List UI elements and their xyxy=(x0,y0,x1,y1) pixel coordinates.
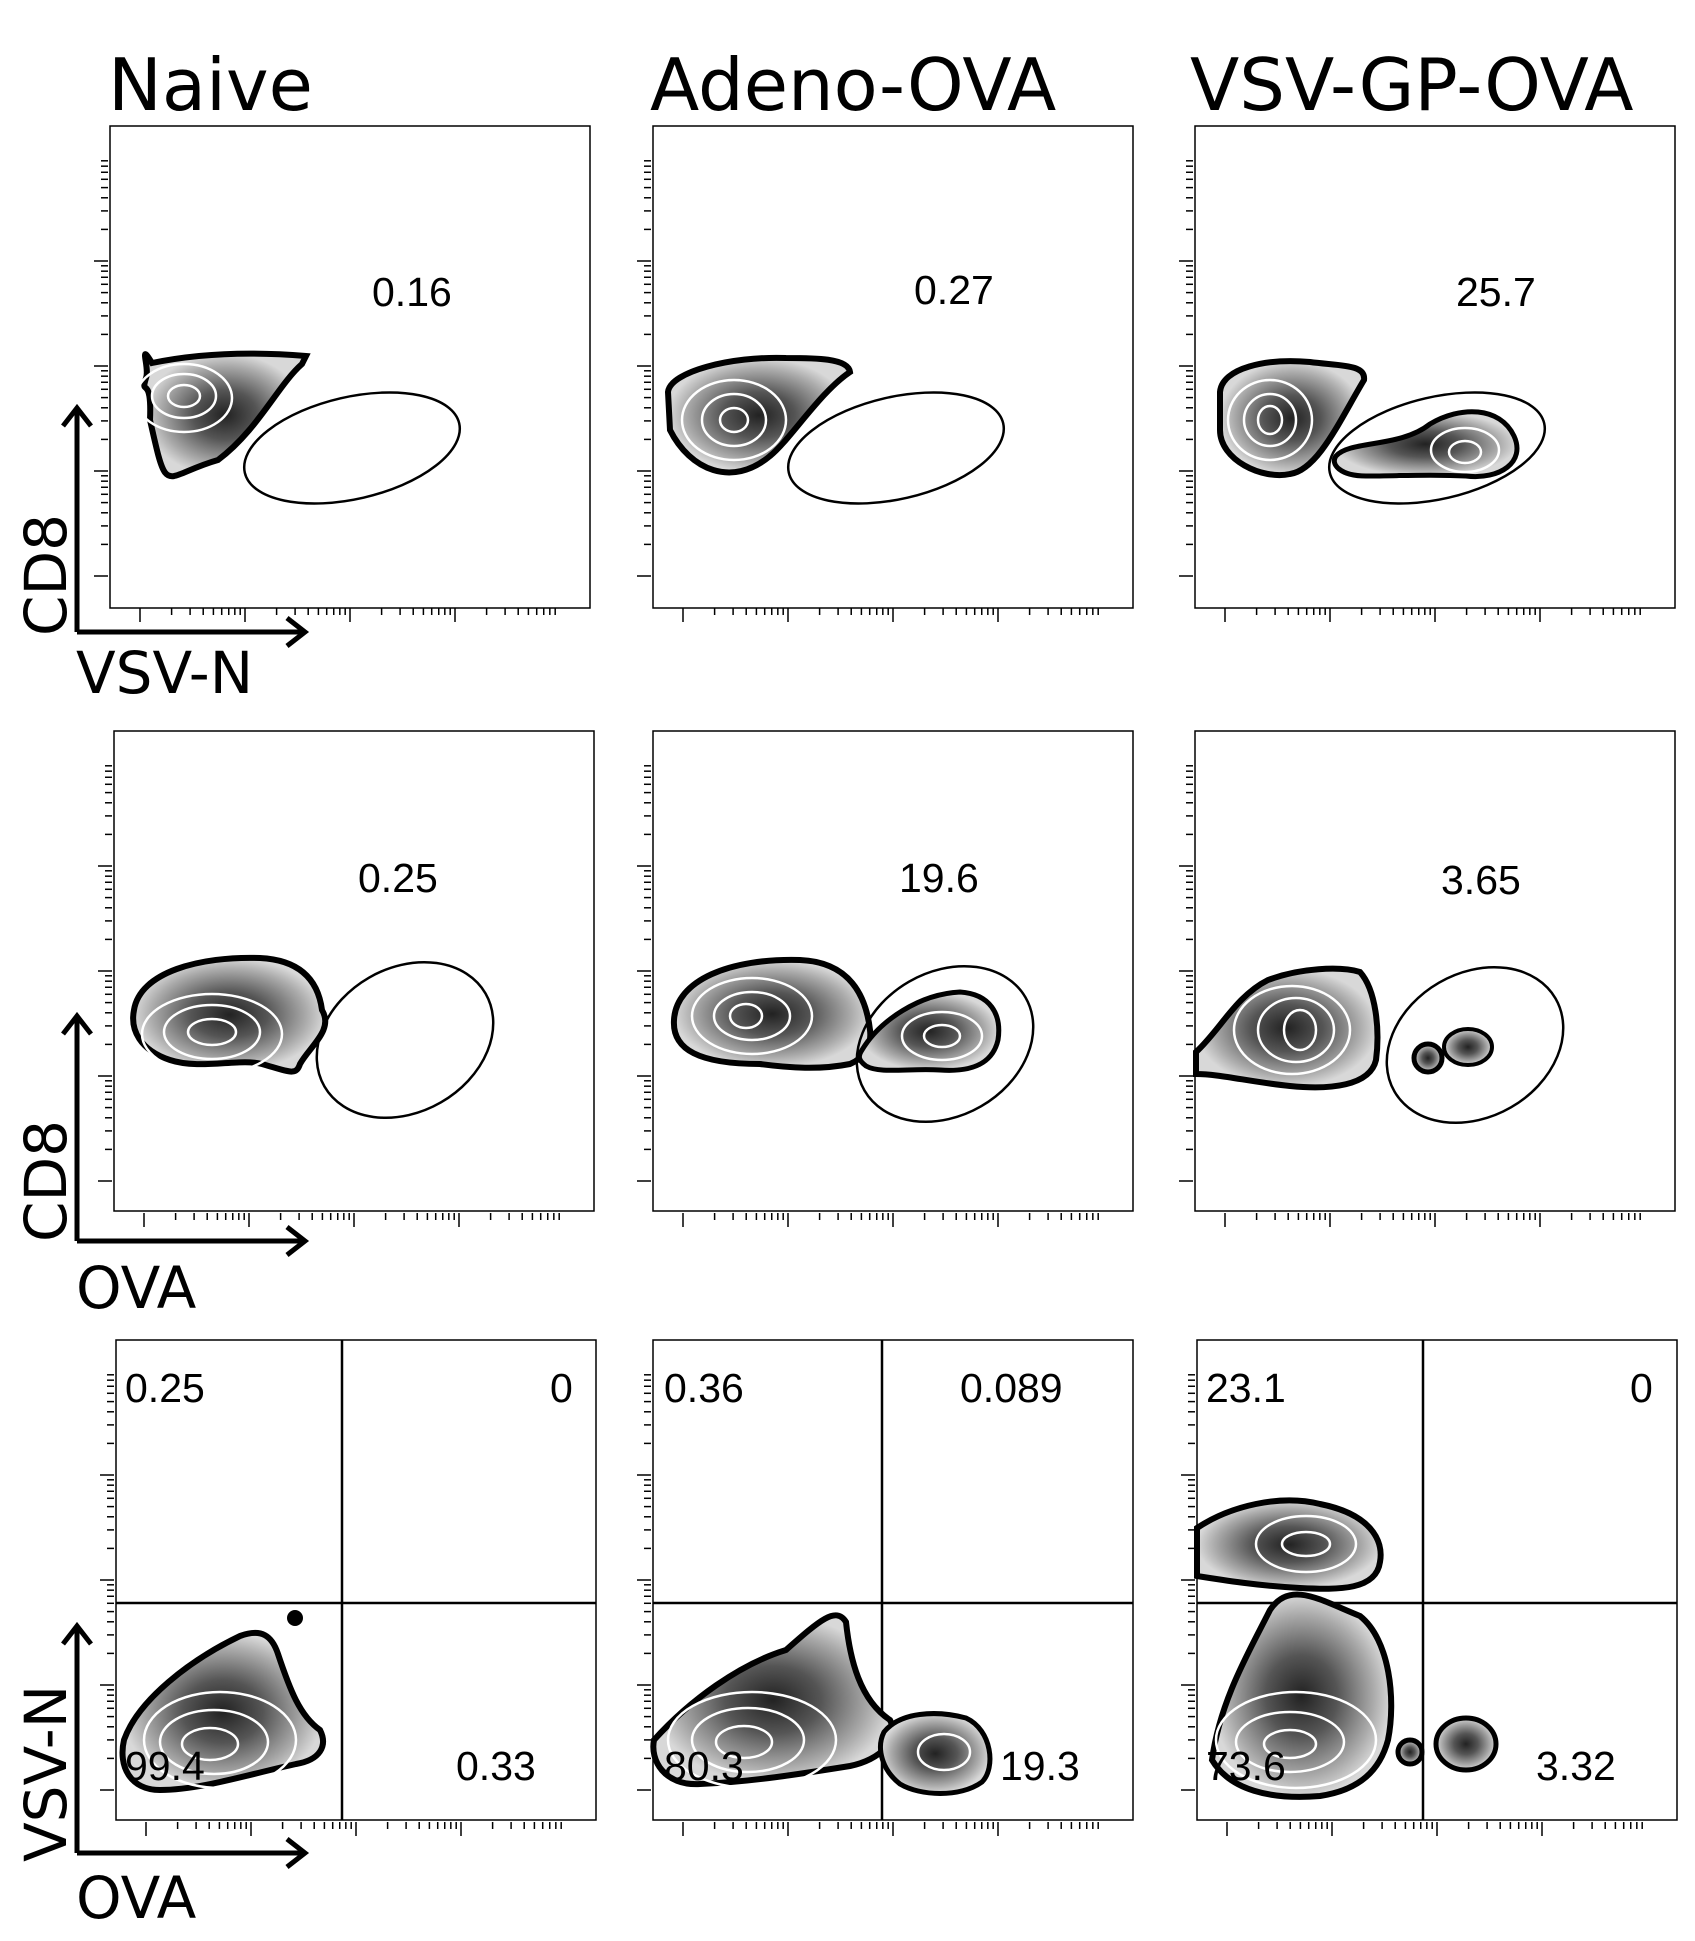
population-naive-row1 xyxy=(134,350,311,480)
population-adeno-row3-ova xyxy=(878,1711,993,1796)
quadrant-bottom-left-adeno: 80.3 xyxy=(664,1743,744,1789)
column-title-vsv-gp-ova: VSV-GP-OVA xyxy=(1190,43,1634,127)
gate-frequency-naive-row2: 0.25 xyxy=(358,855,438,901)
quadrant-top-left-naive: 0.25 xyxy=(125,1365,205,1411)
population-adeno-row3-dn xyxy=(650,1612,896,1790)
gate-adeno-row2 xyxy=(855,964,1035,1124)
plot-frame-adeno-row3 xyxy=(652,1339,1134,1821)
quadrant-bottom-left-vsv: 73.6 xyxy=(1206,1743,1286,1789)
gate-frequency-vsv-row2: 3.65 xyxy=(1441,857,1521,903)
population-vsv-row3-ova xyxy=(1395,1715,1499,1773)
gate-frequency-naive-row1: 0.16 xyxy=(372,269,452,315)
plot-frame-vsv-row2 xyxy=(1194,730,1676,1212)
population-naive-row2 xyxy=(130,954,329,1076)
row2-axis-arrows xyxy=(61,1011,310,1257)
gate-frequency-adeno-row2: 19.6 xyxy=(899,855,979,901)
quadrant-bottom-right-adeno: 19.3 xyxy=(1000,1743,1080,1789)
population-vsv-row3-dn xyxy=(1208,1591,1395,1800)
plot-frame-naive-row3 xyxy=(115,1339,597,1821)
gate-frequency-vsv-row1: 25.7 xyxy=(1456,269,1536,315)
quadrant-top-right-adeno: 0.089 xyxy=(960,1365,1063,1411)
quadrant-top-right-vsv: 0 xyxy=(1630,1365,1653,1411)
column-title-adeno-ova: Adeno-OVA xyxy=(650,43,1056,127)
quadrant-top-left-adeno: 0.36 xyxy=(664,1365,744,1411)
population-vsv-row2-ova xyxy=(1411,1027,1494,1075)
row1-y-axis-title: CD8 xyxy=(12,514,80,636)
population-vsv-row2-cd8 xyxy=(1193,965,1381,1091)
gate-vsv-row1 xyxy=(1327,391,1547,505)
gate-naive-row1 xyxy=(242,391,462,505)
quadrant-bottom-right-naive: 0.33 xyxy=(456,1743,536,1789)
quadrant-bottom-right-vsv: 3.32 xyxy=(1536,1743,1616,1789)
plot-frame-adeno-row2 xyxy=(652,730,1134,1212)
row1-axis-arrows xyxy=(61,403,310,648)
quadrant-top-left-vsv: 23.1 xyxy=(1206,1365,1286,1411)
quadrant-top-right-naive: 0 xyxy=(550,1365,573,1411)
row3-x-axis-title: OVA xyxy=(76,1864,197,1932)
row1-x-axis-title: VSV-N xyxy=(76,639,253,707)
row2-x-axis-title: OVA xyxy=(76,1254,197,1322)
quadrant-lines-naive xyxy=(116,1340,596,1820)
gate-naive-row2 xyxy=(315,960,495,1120)
population-vsv-row1-cd8 xyxy=(1217,358,1367,479)
plot-frame-vsv-row3 xyxy=(1196,1339,1678,1821)
population-vsv-row3-vsvn xyxy=(1194,1497,1384,1592)
gate-adeno-row1 xyxy=(786,391,1006,505)
row2-y-axis-title: CD8 xyxy=(12,1120,80,1242)
axis-ticks xyxy=(94,160,1643,1836)
row3-y-axis-title: VSV-N xyxy=(12,1685,80,1862)
plot-frame-naive-row2 xyxy=(113,730,595,1212)
population-adeno-row2-ova xyxy=(856,989,1002,1073)
column-title-naive: Naive xyxy=(108,43,313,127)
population-adeno-row2-cd8 xyxy=(670,956,874,1071)
gate-vsv-row2 xyxy=(1385,965,1565,1125)
population-vsv-row1-vsvn xyxy=(1332,409,1520,480)
gate-frequency-adeno-row1: 0.27 xyxy=(914,267,994,313)
population-adeno-row1 xyxy=(664,354,854,476)
quadrant-bottom-left-naive: 99.4 xyxy=(125,1743,205,1789)
population-naive-row3 xyxy=(119,1610,326,1794)
row3-axis-arrows xyxy=(61,1621,310,1869)
